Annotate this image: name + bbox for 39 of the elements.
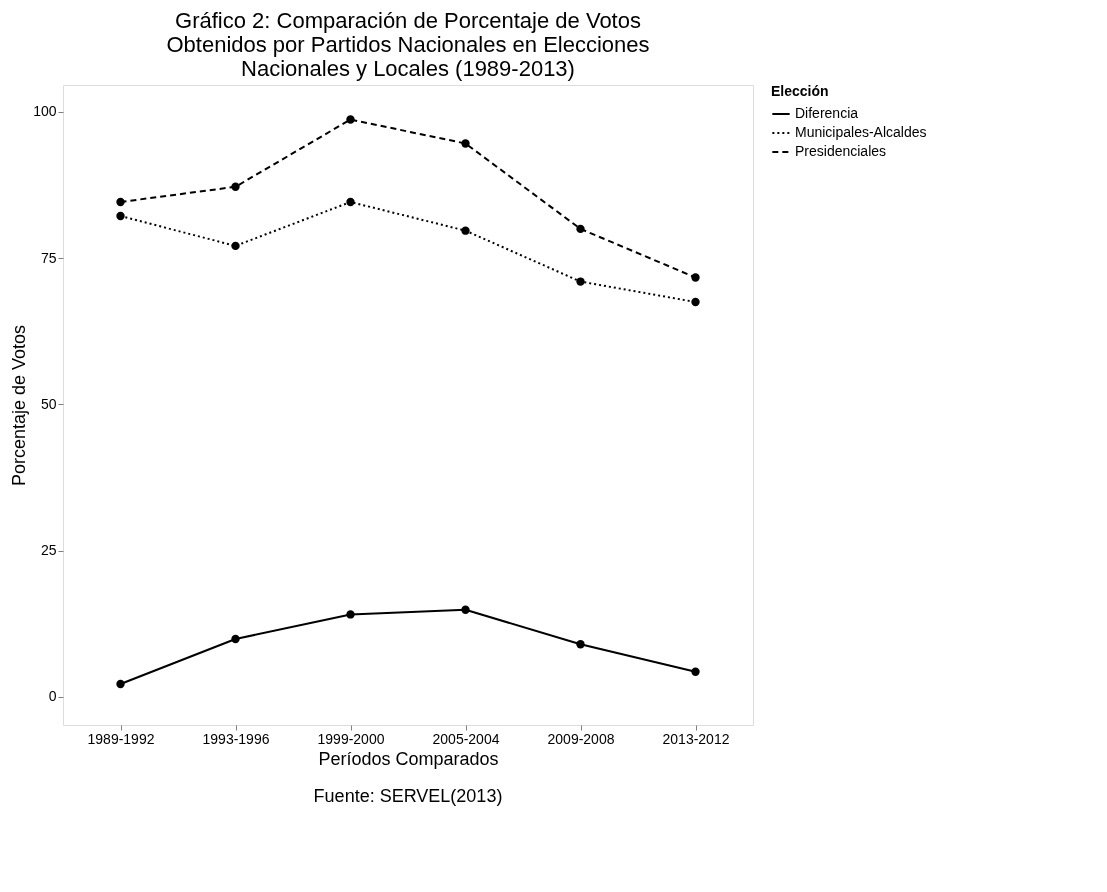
- legend-label: Diferencia: [795, 105, 859, 121]
- text: Gráfico 2: Comparación de Porcentaje de Votos: [175, 8, 641, 33]
- point: [576, 640, 585, 649]
- x-tick-label: 2013-2012: [662, 730, 730, 747]
- point: [691, 667, 700, 676]
- x-tick-label: 2005-2004: [432, 730, 500, 747]
- legend-label: Municipales-Alcaldes: [795, 124, 927, 140]
- point: [576, 224, 585, 234]
- point: [116, 197, 125, 207]
- source-note: Fuente: SERVEL(2013): [313, 786, 503, 806]
- y-tick-label: 100: [33, 103, 57, 120]
- text: Obtenidos por Partidos Nacionales en Elecciones: [166, 32, 650, 57]
- point: [231, 182, 240, 191]
- x-tick-label: 1993-1996: [202, 730, 270, 747]
- point: [346, 197, 355, 207]
- y-tick-label: 25: [40, 542, 57, 559]
- point: [461, 605, 470, 614]
- x-axis-title: Períodos Comparados: [318, 748, 499, 769]
- y-axis-title: Porcentaje de Votos: [9, 324, 30, 487]
- point: [116, 211, 125, 221]
- point: [461, 226, 470, 235]
- x-tick-label: 2009-2008: [547, 730, 615, 747]
- point: [346, 115, 355, 124]
- y-tick-label: 50: [40, 395, 57, 412]
- point: [231, 634, 240, 644]
- legend-label: Presidenciales: [795, 143, 887, 159]
- text: Nacionales y Locales (1989-2013): [241, 56, 575, 81]
- x-tick-label: 1989-1992: [87, 730, 155, 747]
- x-tick-label: 1999-2000: [317, 730, 385, 747]
- point: [116, 679, 125, 689]
- point: [576, 277, 585, 286]
- point: [346, 610, 355, 619]
- point: [691, 273, 700, 282]
- legend-title: Elección: [771, 83, 829, 99]
- y-tick-label: 0: [48, 688, 57, 705]
- y-tick-label: 75: [40, 249, 57, 266]
- point: [231, 241, 240, 251]
- point: [691, 297, 700, 307]
- point: [461, 139, 470, 148]
